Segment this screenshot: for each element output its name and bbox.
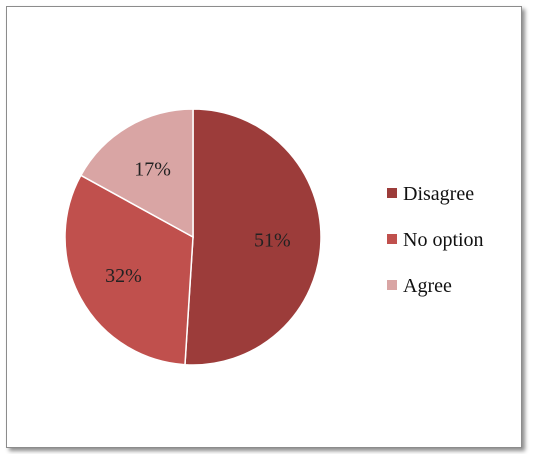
legend-label-no-option: No option xyxy=(403,229,484,251)
legend-label-agree: Agree xyxy=(403,275,452,297)
data-label-no-option: 32% xyxy=(105,265,142,287)
legend-swatch-disagree xyxy=(387,188,397,198)
legend-swatch-no-option xyxy=(387,234,397,244)
data-label-agree: 17% xyxy=(134,159,171,181)
pie-slice-no-option xyxy=(64,174,194,366)
pie-slice-agree xyxy=(79,108,194,239)
legend-label-disagree: Disagree xyxy=(403,183,474,205)
legend: Disagree No option Agree xyxy=(387,183,484,297)
pie-slices xyxy=(64,108,322,366)
data-label-disagree: 51% xyxy=(254,229,291,251)
pie-slice-disagree xyxy=(184,108,322,366)
pie-data-labels: 51% 32% 17% xyxy=(105,159,291,288)
legend-swatch-agree xyxy=(387,280,397,290)
